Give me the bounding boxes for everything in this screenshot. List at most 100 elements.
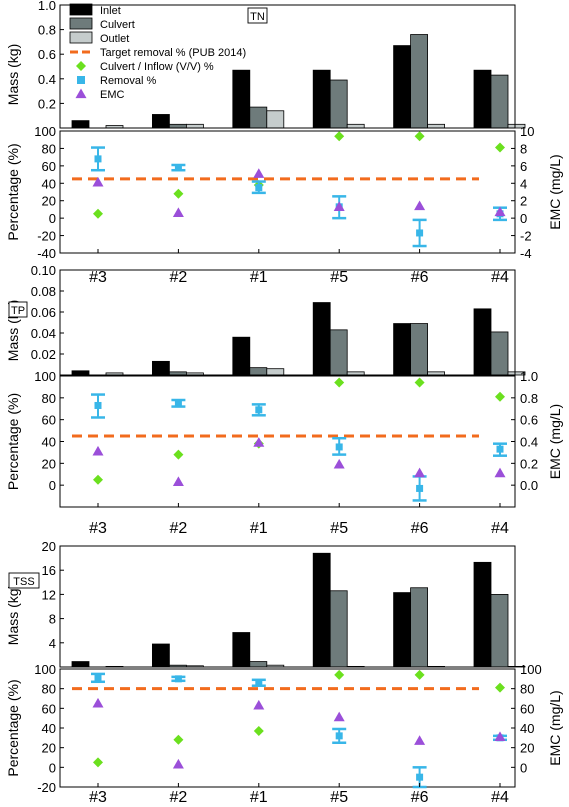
- legend-swatch-ratio: [76, 61, 86, 71]
- category-label-3: #3: [89, 269, 107, 286]
- removal-point-3: [94, 155, 102, 163]
- ratio-point-5: [334, 131, 345, 142]
- bar-outlet-5: [346, 123, 365, 129]
- percent-tick-label: 40: [42, 721, 56, 736]
- emc-point-1: [253, 699, 265, 710]
- mass-axes-frame: [59, 269, 516, 376]
- emc-tick-label: -2: [520, 229, 532, 244]
- category-label-1: #1: [250, 269, 268, 286]
- percent-tick-label: 80: [42, 682, 56, 697]
- mass-plot: 4 8 12 16 20 Mass (kg)TSS: [5, 539, 526, 668]
- emc-tick-label: 40: [520, 721, 534, 736]
- emc-tick-label: 1.0: [520, 369, 538, 384]
- mass-tick-label: 0.6: [38, 47, 56, 62]
- bar-culvert-1: [249, 661, 268, 668]
- bar-culvert-5: [329, 590, 348, 668]
- emc-tick-label: 8: [520, 141, 527, 156]
- category-label-5: #5: [330, 789, 348, 806]
- bar-inlet-6: [393, 323, 412, 376]
- mass-tick-label: 12: [42, 587, 56, 602]
- mass-tick-label: 0.08: [31, 284, 56, 299]
- ratio-point-4: [495, 682, 505, 693]
- bar-inlet-1: [232, 336, 251, 376]
- removal-point-3: [94, 674, 102, 682]
- bar-inlet-6: [393, 592, 412, 668]
- emc-point-5: [333, 458, 345, 469]
- bar-inlet-4: [473, 561, 492, 668]
- bar-outlet-4: [507, 123, 526, 129]
- panel-label-box: [8, 572, 40, 589]
- emc-ylabel: EMC (mg/L): [547, 690, 563, 765]
- removal-point-4: [496, 445, 504, 453]
- mass-tick-label: 0.02: [31, 347, 56, 362]
- mass-ylabel: Mass (kg): [5, 44, 21, 105]
- emc-tick-label: 80: [520, 682, 534, 697]
- category-label-4: #4: [491, 520, 509, 537]
- emc-ylabel: EMC (mg/L): [547, 154, 563, 229]
- emc-tick-label: 0.4: [520, 435, 538, 450]
- removal-point-1: [255, 184, 263, 192]
- emc-point-4: [494, 467, 506, 478]
- bar-inlet-5: [312, 552, 331, 668]
- legend-swatch-outlet: [69, 31, 93, 44]
- emc-point-6: [414, 735, 426, 745]
- mass-tick-label: 16: [42, 563, 56, 578]
- bar-culvert-5: [329, 79, 348, 129]
- emc-point-3: [92, 176, 104, 187]
- legend-label-outlet: Outlet: [100, 33, 129, 45]
- percent-tick-label: -40: [37, 246, 56, 261]
- bar-inlet-4: [473, 69, 492, 129]
- percent-tick-label: 100: [34, 369, 56, 384]
- panel-label-box: [8, 301, 28, 318]
- bar-culvert-6: [410, 323, 429, 376]
- legend-swatch-emc: [75, 88, 87, 99]
- emc-point-1: [253, 168, 265, 178]
- ratio-point-2: [173, 734, 184, 745]
- emc-tick-label: 0.6: [520, 413, 538, 428]
- ratio-point-5: [334, 377, 345, 388]
- bar-outlet-4: [507, 371, 526, 376]
- emc-tick-label: 60: [520, 701, 534, 716]
- bar-culvert-1: [249, 106, 268, 129]
- emc-ylabel: EMC (mg/L): [547, 404, 563, 479]
- percent-ylabel: Percentage (%): [5, 393, 21, 490]
- panel-label-box: [247, 7, 268, 24]
- bar-inlet-3: [71, 661, 90, 668]
- percent-tick-label: 100: [34, 124, 56, 139]
- emc-tick-label: 0.8: [520, 391, 538, 406]
- category-label-6: #6: [411, 269, 429, 286]
- legend-label-ratio: Culvert / Inflow (V/V) %: [100, 61, 214, 73]
- percent-axes-frame: [59, 375, 516, 508]
- mass-tick-label: 0.04: [31, 326, 56, 341]
- percent-tick-label: -20: [37, 229, 56, 244]
- emc-tick-label: 0: [520, 211, 527, 226]
- bar-outlet-2: [185, 123, 204, 129]
- legend-label-emc: EMC: [100, 89, 125, 101]
- bar-culvert-4: [490, 594, 509, 668]
- category-label-6: #6: [411, 789, 429, 806]
- emc-point-4: [494, 731, 506, 741]
- category-label-2: #2: [170, 269, 188, 286]
- legend: Inlet Culvert Outlet Target removal % (PUB …: [69, 3, 246, 101]
- removal-point-5: [335, 443, 343, 451]
- category-label-2: #2: [170, 520, 188, 537]
- mass-tick-label: 4: [49, 636, 56, 651]
- mass-tick-label: 20: [42, 539, 56, 554]
- emc-tick-label: 0.2: [520, 456, 538, 471]
- removal-point-3: [94, 401, 102, 409]
- bar-culvert-4: [490, 74, 509, 129]
- ratio-point-6: [414, 377, 425, 388]
- panel-label: TSS: [13, 576, 34, 588]
- emc-point-2: [172, 476, 184, 487]
- bar-inlet-2: [151, 643, 170, 668]
- removal-point-6: [416, 773, 424, 781]
- bar-culvert-2: [168, 123, 187, 129]
- category-label-3: #3: [89, 520, 107, 537]
- ratio-point-6: [414, 669, 425, 680]
- ratio-point-4: [495, 142, 505, 153]
